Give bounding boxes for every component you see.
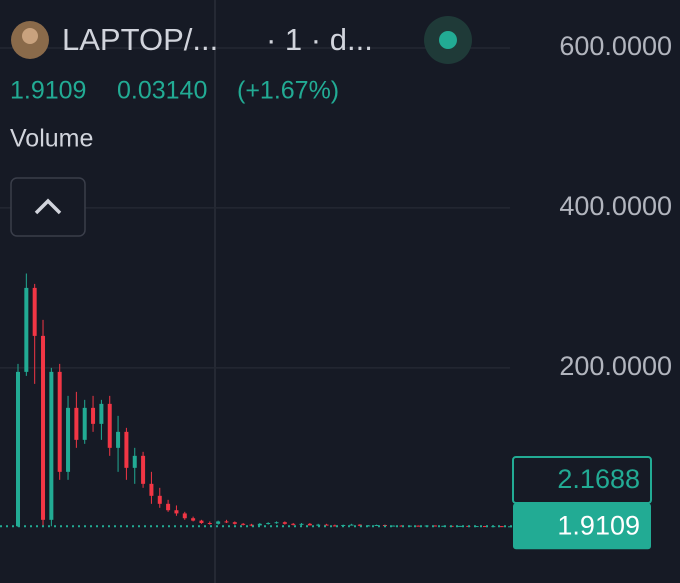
candle-body	[82, 407, 87, 440]
candle-body	[41, 335, 46, 520]
candle-body	[332, 525, 337, 527]
candle-body	[474, 526, 479, 528]
candle-body	[224, 521, 229, 523]
candle-body	[74, 407, 79, 440]
y-tick-label: 200.0000	[559, 351, 672, 381]
candle-body	[132, 455, 137, 468]
change-pct: (+1.67%)	[237, 77, 339, 105]
candle-body	[32, 287, 37, 336]
candle-body	[191, 518, 196, 521]
prev-price-box	[512, 456, 652, 504]
candle-body	[107, 403, 112, 448]
candle-body	[182, 513, 187, 519]
candle-body	[391, 525, 396, 527]
candle-body	[299, 523, 304, 525]
last-price: 1.9109	[10, 77, 86, 105]
candle-body	[124, 431, 129, 468]
candle-body	[174, 510, 179, 514]
candle-body	[266, 523, 271, 525]
candle-body	[16, 371, 20, 527]
candle-body	[291, 523, 296, 525]
candle-body	[49, 371, 54, 520]
collapse-button[interactable]	[10, 177, 86, 237]
candle-body	[57, 371, 62, 472]
symbol[interactable]: LAPTOP/...	[62, 22, 218, 57]
candle-body	[141, 455, 146, 484]
candle-body	[432, 525, 437, 527]
chevron-icon	[34, 198, 62, 215]
candle-body	[416, 525, 421, 527]
candle-body	[274, 522, 279, 524]
y-tick-label: 400.0000	[559, 191, 672, 221]
candle-body	[66, 407, 71, 472]
candle-body	[349, 524, 354, 526]
candle-body	[166, 503, 171, 511]
candle-body	[324, 524, 329, 526]
candle-body	[374, 525, 379, 527]
interval[interactable]: · 1 · d...	[266, 22, 373, 57]
avatar-face	[22, 28, 38, 44]
candle-body	[157, 495, 162, 504]
candle-body	[499, 526, 504, 528]
last-price-label: 1.9109	[557, 510, 640, 540]
candle-body	[232, 522, 237, 524]
candle-body	[482, 526, 487, 528]
candle-body	[249, 524, 254, 526]
change: 0.03140	[117, 77, 207, 105]
candle-body	[399, 525, 404, 527]
candle-body	[307, 523, 312, 526]
candle-body	[216, 521, 221, 524]
indicator-label[interactable]: Volume	[10, 125, 93, 153]
prev-price-label: 2.1688	[557, 464, 640, 494]
candle-body	[116, 431, 121, 448]
candle-body	[199, 520, 204, 524]
candle-body	[99, 403, 104, 424]
candle-body	[457, 525, 462, 527]
candle-body	[241, 523, 246, 525]
candle-body	[91, 407, 96, 424]
candle-body	[316, 524, 321, 526]
candle-body	[357, 524, 362, 526]
candle-body	[366, 525, 371, 527]
candle-body	[257, 523, 262, 526]
candle-body	[24, 287, 29, 372]
candle-body	[149, 483, 154, 496]
candle-body	[441, 525, 446, 527]
last-price-box	[513, 503, 651, 550]
candle-body	[282, 522, 287, 524]
candle-body	[207, 523, 212, 525]
status-dot	[439, 31, 457, 49]
y-tick-label: 600.0000	[559, 31, 672, 61]
